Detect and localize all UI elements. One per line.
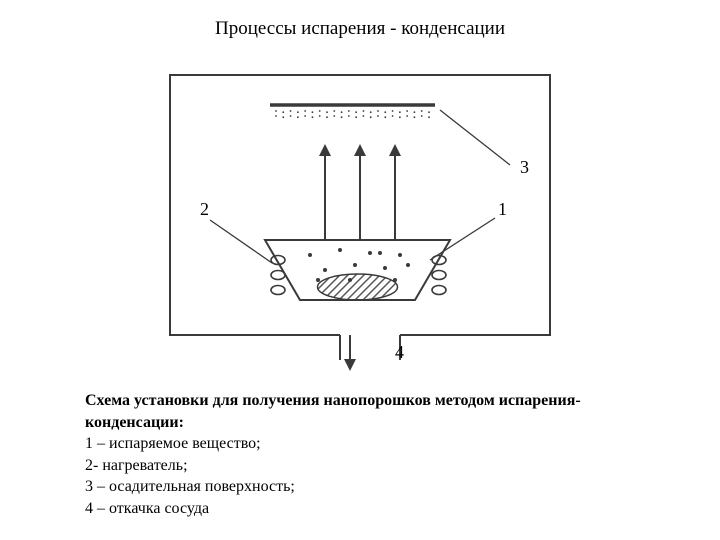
- caption-block: Схема установки для получения нанопорошк…: [85, 390, 655, 520]
- caption-lead: Схема установки для получения нанопорошк…: [85, 392, 581, 431]
- caption-item-3: 3 – осадительная поверхность;: [85, 478, 295, 495]
- diagram-label-n3: 3: [520, 157, 529, 177]
- apparatus-diagram: 3 1 2 4: [150, 65, 570, 365]
- diagram-label-n2: 2: [200, 199, 209, 219]
- diagram-label-n4: 4: [395, 342, 404, 362]
- diagram-label-n1: 1: [498, 199, 507, 219]
- caption-item-4: 4 – откачка сосуда: [85, 500, 209, 517]
- page-title: Процессы испарения - конденсации: [215, 18, 505, 40]
- caption-item-2: 2- нагреватель;: [85, 457, 188, 474]
- caption-item-1: 1 – испаряемое вещество;: [85, 435, 261, 452]
